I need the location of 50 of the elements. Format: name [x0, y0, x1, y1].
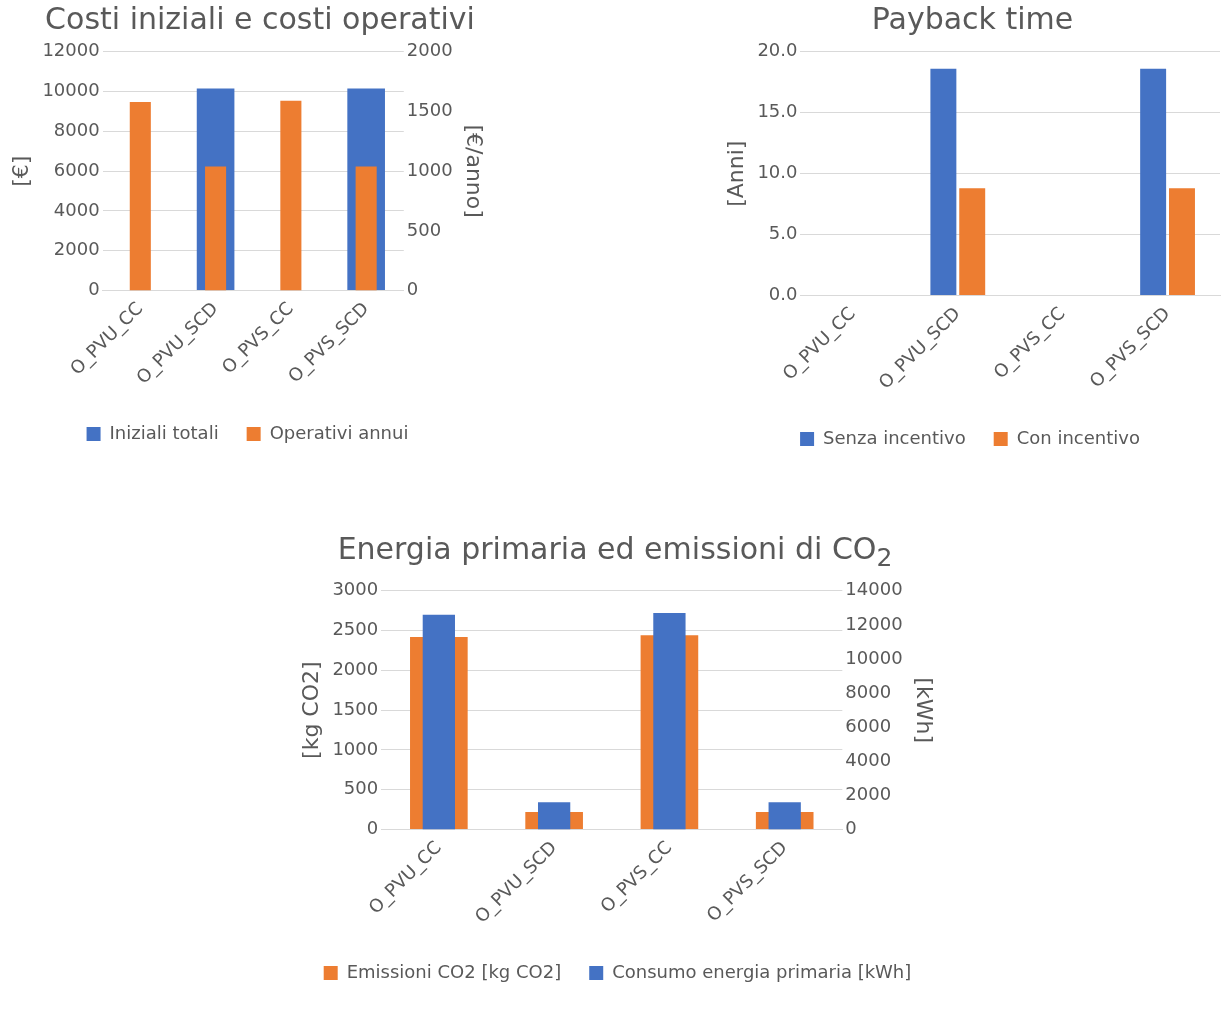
y2-axis-title: [kWh] — [912, 677, 938, 743]
y2-tick-label: 0 — [406, 278, 419, 300]
y-axis-title: [kg CO2] — [297, 661, 323, 759]
y2-tick-label: 6000 — [845, 714, 892, 736]
y2-tick-label: 10000 — [845, 646, 903, 668]
y-tick-label: 2000 — [53, 238, 100, 260]
legend-label: Emissioni CO2 [kg CO2] — [346, 960, 562, 982]
y-tick-label: 2500 — [332, 618, 379, 640]
y2-tick-label: 500 — [406, 218, 442, 240]
y-tick-label: 6000 — [53, 158, 100, 180]
bar — [280, 100, 302, 291]
y-tick-label: 10.0 — [757, 161, 798, 183]
y-tick-label: 4000 — [53, 198, 100, 220]
y2-tick-label: 0 — [845, 817, 857, 839]
legend-label: Con incentivo — [1016, 426, 1140, 448]
chart-title: Energia primaria ed emissioni di CO$_{2}$ — [336, 530, 894, 574]
y-axis-title: [€] — [7, 155, 33, 187]
y2-tick-label: 12000 — [845, 612, 903, 634]
chart-title: Payback time — [870, 0, 1075, 38]
y2-tick-label: 1000 — [406, 158, 453, 180]
y-tick-label: 0 — [366, 817, 379, 839]
y-tick-label: 3000 — [332, 578, 379, 600]
y-tick-label: 0 — [88, 278, 100, 300]
y2-tick-label: 2000 — [845, 783, 892, 805]
legend-label: Consumo energia primaria [kWh] — [612, 960, 912, 982]
bar — [129, 101, 151, 291]
y-tick-label: 1000 — [332, 737, 379, 759]
legend-label: Iniziali totali — [109, 421, 219, 443]
y-tick-label: 12000 — [42, 39, 100, 61]
y-tick-label: 1500 — [332, 697, 379, 719]
legend-label: Operativi annui — [269, 421, 409, 443]
bar — [355, 166, 377, 291]
bar — [205, 166, 227, 291]
y-tick-label: 15.0 — [757, 100, 798, 122]
y2-tick-label: 8000 — [845, 680, 892, 702]
y-tick-label: 0.0 — [768, 283, 798, 305]
y2-tick-label: 4000 — [845, 748, 892, 770]
y2-tick-label: 14000 — [845, 578, 903, 600]
y-tick-label: 10000 — [42, 79, 100, 101]
y-tick-label: 5.0 — [768, 222, 798, 244]
y2-tick-label: 2000 — [406, 39, 453, 61]
y-tick-label: 20.0 — [757, 39, 798, 61]
y-tick-label: 2000 — [332, 658, 379, 680]
y-tick-label: 500 — [343, 777, 379, 799]
y2-axis-title: [€/anno] — [462, 124, 488, 218]
y2-tick-label: 1500 — [406, 99, 453, 121]
y-tick-label: 8000 — [53, 119, 100, 141]
chart-title: Costi iniziali e costi operativi — [44, 0, 476, 38]
legend-label: Senza incentivo — [823, 426, 966, 448]
y-axis-title: [Anni] — [722, 140, 748, 207]
